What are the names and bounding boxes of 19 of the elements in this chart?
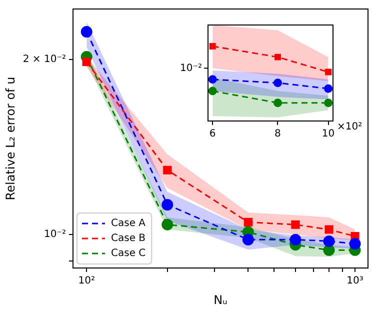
- x-axis-title: Nᵤ: [214, 292, 228, 307]
- x-tick-label: 10³: [346, 276, 364, 287]
- legend-label: Case A: [111, 218, 146, 230]
- point: [324, 84, 333, 93]
- legend-label: Case C: [111, 248, 146, 260]
- x-tick-label: 8: [274, 128, 281, 140]
- point: [208, 86, 217, 96]
- y-tick-label: 2 × 10⁻²: [22, 54, 66, 65]
- annotation: ×10²: [337, 122, 362, 133]
- legend-label: Case B: [111, 233, 146, 244]
- point: [209, 43, 216, 50]
- y-axis-title: Relative L₂ error of u: [3, 76, 18, 200]
- annotation: 10⁻²: [180, 62, 202, 74]
- point: [324, 98, 333, 108]
- x-tick-label: 10: [322, 128, 335, 140]
- point: [208, 75, 217, 84]
- x-tick-label: 6: [209, 128, 216, 140]
- x-tick-label: 10²: [78, 276, 95, 287]
- point: [325, 68, 332, 76]
